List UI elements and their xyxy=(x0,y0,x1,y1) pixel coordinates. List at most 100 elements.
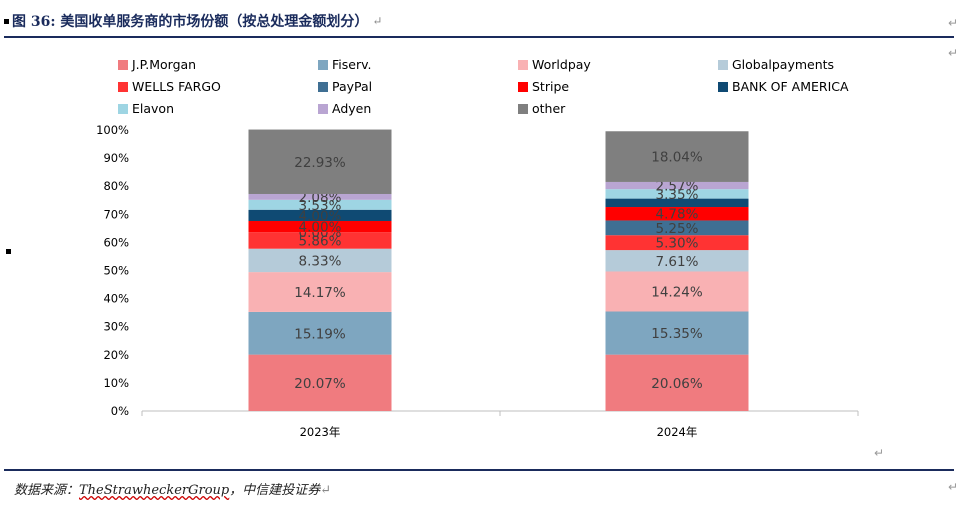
legend-item: Worldpay xyxy=(518,55,718,74)
data-label: 14.24% xyxy=(651,284,703,300)
legend-swatch xyxy=(118,81,128,92)
legend-label: WELLS FARGO xyxy=(132,79,221,94)
data-label: 4.78% xyxy=(656,207,699,223)
legend-swatch xyxy=(718,81,728,92)
y-tick-label: 0% xyxy=(111,404,129,418)
source-suffix: ，中信建投证券 xyxy=(229,483,321,498)
margin-mark-icon: ↵ xyxy=(874,446,885,460)
legend-item: PayPal xyxy=(318,77,518,96)
bar-segment xyxy=(605,271,749,312)
legend-label: Elavon xyxy=(132,101,174,116)
data-label: 5.25% xyxy=(656,221,699,237)
legend-label: J.P.Morgan xyxy=(132,57,197,72)
data-label: 3.53% xyxy=(299,198,342,214)
legend-label: Stripe xyxy=(532,79,570,94)
y-tick-label: 60% xyxy=(103,235,129,249)
legend-item: BANK OF AMERICA xyxy=(718,77,918,96)
bar-segment xyxy=(605,235,749,251)
legend-swatch xyxy=(518,103,528,114)
y-tick-label: 10% xyxy=(103,376,129,390)
legend-swatch xyxy=(318,103,328,114)
legend-swatch xyxy=(518,59,528,70)
data-label: 8.33% xyxy=(299,253,342,269)
legend-item: J.P.Morgan xyxy=(118,55,318,74)
margin-mark-icon: ↵ xyxy=(948,16,959,30)
data-label: 4.00% xyxy=(299,208,342,224)
bar-segment xyxy=(605,181,749,190)
legend-swatch xyxy=(718,59,728,70)
chart-legend: J.P.Morgan Fiserv. Worldpay Globalpayments W… xyxy=(118,55,918,118)
legend-item: Stripe xyxy=(518,77,718,96)
title-bullet-icon xyxy=(4,18,9,24)
data-label: 7.61% xyxy=(656,254,699,270)
data-label: 18.04% xyxy=(651,150,703,166)
legend-label: BANK OF AMERICA xyxy=(732,79,849,94)
legend-swatch xyxy=(318,81,328,92)
legend-label: other xyxy=(532,101,566,116)
data-label: 20.06% xyxy=(651,376,703,392)
data-label: 3.35% xyxy=(656,187,699,203)
legend-item: Adyen xyxy=(318,99,518,118)
data-label: 22.93% xyxy=(294,155,346,171)
x-tick-label: 2023年 xyxy=(300,425,341,439)
y-tick-label: 90% xyxy=(103,151,129,165)
source-name: TheStrawheckerGroup xyxy=(79,483,230,498)
bar-segment xyxy=(605,198,749,208)
bar-segment xyxy=(248,199,392,210)
x-tick-label: 2024年 xyxy=(657,425,698,439)
data-label: 5.86% xyxy=(299,233,342,249)
bar-segment xyxy=(605,220,749,236)
y-tick-label: 80% xyxy=(103,179,129,193)
data-label: 20.07% xyxy=(294,376,346,392)
bar-segment xyxy=(605,250,749,272)
bar-segment xyxy=(605,207,749,221)
bar-segment xyxy=(248,220,392,233)
legend-label: PayPal xyxy=(332,79,373,94)
legend-swatch xyxy=(118,59,128,70)
legend-label: Worldpay xyxy=(532,57,591,72)
y-tick-label: 30% xyxy=(103,320,129,334)
data-label: 14.17% xyxy=(294,285,346,301)
source-return-mark-icon: ↵ xyxy=(320,483,332,498)
bar-segment xyxy=(248,272,392,312)
legend-item: Globalpayments xyxy=(718,55,918,74)
bar-segment xyxy=(605,311,749,355)
y-tick-label: 20% xyxy=(103,348,129,362)
y-tick-label: 70% xyxy=(103,207,129,221)
legend-item: other xyxy=(518,99,718,118)
data-label: 4.00% xyxy=(299,220,342,236)
bar-segment xyxy=(248,311,392,355)
bar-segment xyxy=(605,189,749,199)
data-label: 5.30% xyxy=(656,236,699,252)
legend-item: WELLS FARGO xyxy=(118,77,318,96)
bottom-rule xyxy=(4,469,954,471)
top-rule xyxy=(4,36,954,38)
bar-segment xyxy=(605,131,749,182)
bar-segment xyxy=(248,354,392,411)
data-label: 2.57% xyxy=(656,179,699,195)
side-bullet-icon xyxy=(6,249,11,254)
figure-title-text: 图 36: 美国收单服务商的市场份额（按总处理金额划分） xyxy=(12,14,369,30)
bar-segment xyxy=(248,209,392,221)
legend-swatch xyxy=(318,59,328,70)
legend-label: Globalpayments xyxy=(732,57,835,72)
source-note: 数据来源：TheStrawheckerGroup，中信建投证券↵ xyxy=(14,479,331,498)
bar-segment xyxy=(605,354,749,411)
legend-item: Fiserv. xyxy=(318,55,518,74)
data-label: 15.35% xyxy=(651,326,703,342)
legend-label: Fiserv. xyxy=(332,57,372,72)
title-return-mark-icon: ↵ xyxy=(372,14,383,28)
y-tick-label: 40% xyxy=(103,292,129,306)
legend-item: Elavon xyxy=(118,99,318,118)
legend-swatch xyxy=(518,81,528,92)
data-label: 15.19% xyxy=(294,326,346,342)
source-prefix: 数据来源： xyxy=(14,483,80,498)
legend-label: Adyen xyxy=(332,101,372,116)
y-tick-label: 50% xyxy=(103,264,129,278)
bar-segment xyxy=(248,193,392,200)
margin-mark-icon: ↵ xyxy=(948,480,959,494)
bar-segment xyxy=(248,232,392,249)
bar-segment xyxy=(248,248,392,273)
figure-title: 图 36: 美国收单服务商的市场份额（按总处理金额划分） ↵ xyxy=(4,10,940,32)
